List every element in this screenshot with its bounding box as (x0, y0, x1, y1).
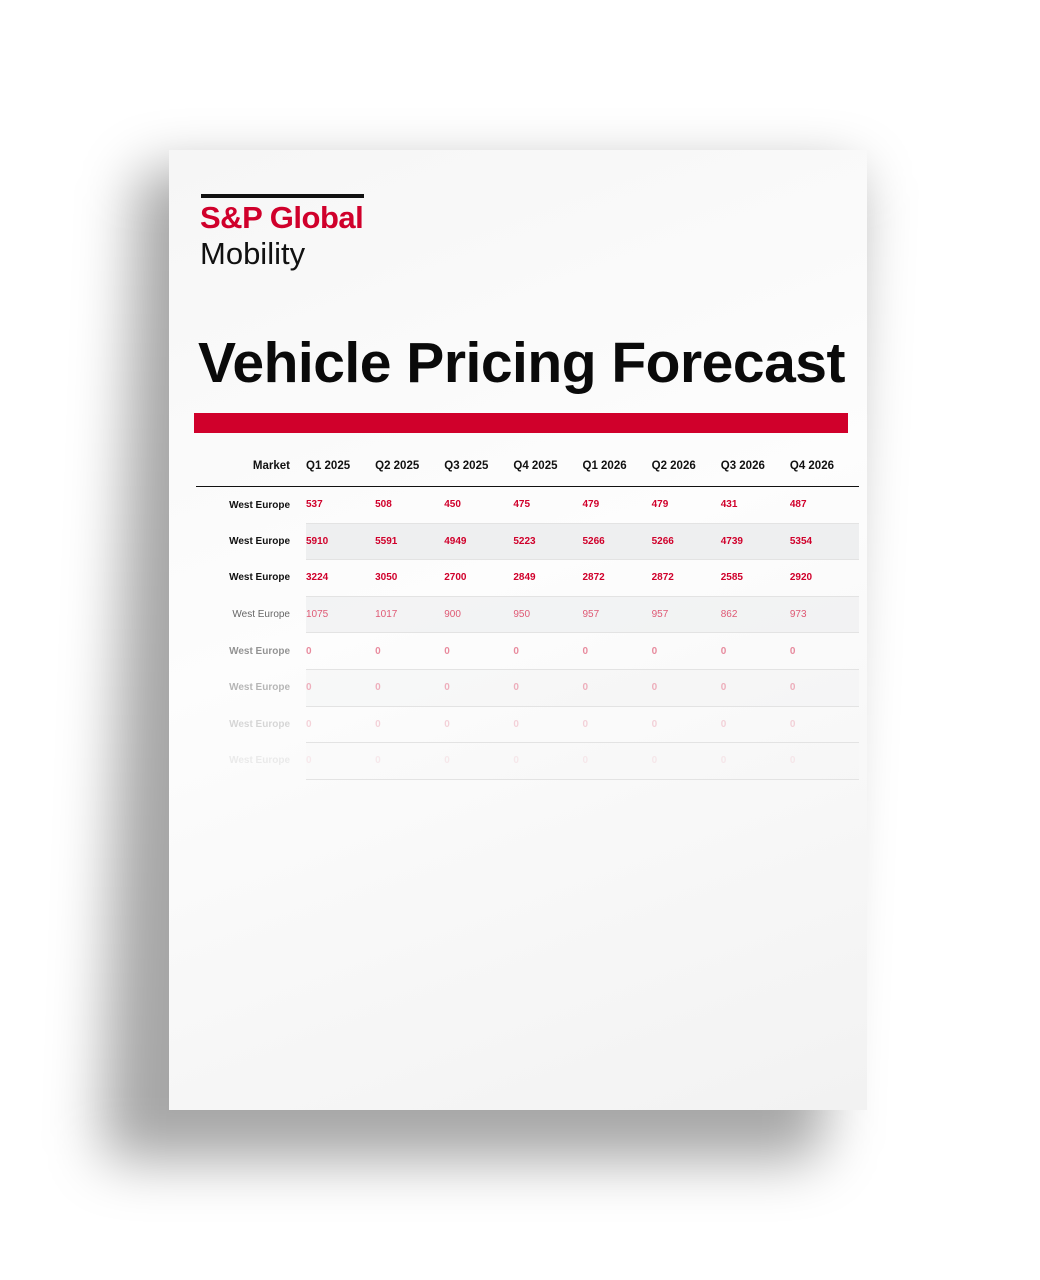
table-row: West Europe 0 0 0 0 0 0 0 0 (196, 669, 859, 707)
value-cell: 537 (306, 486, 376, 524)
value-cell: 950 (513, 596, 583, 634)
value-cell: 479 (582, 486, 652, 524)
table-row: West Europe 1075 1017 900 950 957 957 862 973 (196, 596, 859, 634)
value-cell: 3224 (306, 559, 376, 597)
value-cell: 0 (651, 742, 721, 780)
market-cell: West Europe (229, 718, 290, 730)
column-header-market: Market (196, 446, 306, 487)
value-cell: 2872 (582, 559, 652, 597)
value-cell: 0 (789, 632, 859, 670)
value-cell: 900 (444, 596, 514, 634)
value-cell: 0 (306, 632, 376, 670)
logo-subbrand: Mobility (200, 236, 306, 271)
table-row: West Europe 537 508 450 475 479 479 431 487 (196, 486, 859, 524)
value-cell: 0 (375, 669, 445, 707)
value-cell: 0 (651, 632, 721, 670)
market-cell: West Europe (229, 535, 290, 547)
table-row: West Europe 0 0 0 0 0 0 0 0 (196, 742, 859, 780)
document-title: Vehicle Pricing Forecast (198, 331, 845, 395)
column-header-quarter: Q3 2025 (444, 446, 514, 487)
value-cell: 0 (582, 669, 652, 707)
value-cell: 4949 (444, 523, 514, 561)
value-cell: 0 (306, 706, 376, 744)
market-cell: West Europe (232, 609, 290, 621)
market-cell: West Europe (229, 645, 290, 657)
value-cell: 0 (306, 669, 376, 707)
value-cell: 2920 (789, 559, 859, 597)
logo-rule (201, 194, 364, 198)
column-header-quarter: Q1 2026 (582, 446, 652, 487)
value-cell: 431 (720, 486, 790, 524)
value-cell: 508 (375, 486, 445, 524)
column-header-quarter: Q2 2026 (651, 446, 721, 487)
value-cell: 487 (789, 486, 859, 524)
value-cell: 450 (444, 486, 514, 524)
column-header-quarter: Q2 2025 (375, 446, 445, 487)
column-header-quarter: Q1 2025 (306, 446, 376, 487)
value-cell: 0 (513, 706, 583, 744)
value-cell: 0 (444, 669, 514, 707)
market-cell: West Europe (229, 572, 290, 584)
market-cell: West Europe (229, 755, 290, 767)
value-cell: 0 (444, 632, 514, 670)
value-cell: 0 (444, 742, 514, 780)
table-row: West Europe 0 0 0 0 0 0 0 0 (196, 706, 859, 744)
value-cell: 475 (513, 486, 583, 524)
value-cell: 0 (582, 706, 652, 744)
value-cell: 479 (651, 486, 721, 524)
value-cell: 0 (513, 669, 583, 707)
value-cell: 5591 (375, 523, 445, 561)
column-header-quarter: Q4 2025 (513, 446, 583, 487)
market-cell: West Europe (229, 682, 290, 694)
table-row: West Europe 5910 5591 4949 5223 5266 5266 4739 5… (196, 523, 859, 561)
value-cell: 5910 (306, 523, 376, 561)
value-cell: 957 (582, 596, 652, 634)
value-cell: 1075 (306, 596, 376, 634)
value-cell: 5354 (789, 523, 859, 561)
value-cell: 2700 (444, 559, 514, 597)
value-cell: 5223 (513, 523, 583, 561)
column-header-quarter: Q4 2026 (789, 446, 859, 487)
value-cell: 0 (375, 706, 445, 744)
value-cell: 0 (582, 742, 652, 780)
value-cell: 0 (651, 669, 721, 707)
value-cell: 0 (513, 632, 583, 670)
value-cell: 0 (513, 742, 583, 780)
value-cell: 3050 (375, 559, 445, 597)
value-cell: 0 (375, 742, 445, 780)
value-cell: 4739 (720, 523, 790, 561)
value-cell: 0 (789, 742, 859, 780)
value-cell: 0 (789, 706, 859, 744)
value-cell: 973 (789, 596, 859, 634)
table-header-row: Market Q1 2025 Q2 2025 Q3 2025 Q4 2025 Q1 202… (196, 446, 859, 487)
value-cell: 1017 (375, 596, 445, 634)
value-cell: 2849 (513, 559, 583, 597)
column-header-quarter: Q3 2026 (720, 446, 790, 487)
logo-brand: S&P Global (200, 200, 364, 235)
value-cell: 2872 (651, 559, 721, 597)
value-cell: 0 (720, 706, 790, 744)
value-cell: 0 (306, 742, 376, 780)
value-cell: 0 (582, 632, 652, 670)
value-cell: 0 (720, 742, 790, 780)
value-cell: 862 (720, 596, 790, 634)
value-cell: 0 (375, 632, 445, 670)
document-page: S&P Global Mobility Vehicle Pricing Fore… (169, 150, 867, 1110)
value-cell: 0 (720, 632, 790, 670)
value-cell: 0 (444, 706, 514, 744)
value-cell: 0 (720, 669, 790, 707)
market-cell: West Europe (229, 499, 290, 511)
value-cell: 957 (651, 596, 721, 634)
value-cell: 5266 (651, 523, 721, 561)
value-cell: 2585 (720, 559, 790, 597)
accent-bar (194, 413, 848, 433)
table-row: West Europe 0 0 0 0 0 0 0 0 (196, 632, 859, 670)
value-cell: 0 (651, 706, 721, 744)
table-row: West Europe 3224 3050 2700 2849 2872 2872 2585 2… (196, 559, 859, 597)
value-cell: 0 (789, 669, 859, 707)
forecast-table: Market Q1 2025 Q2 2025 Q3 2025 Q4 2025 Q1 202… (196, 446, 859, 780)
value-cell: 5266 (582, 523, 652, 561)
